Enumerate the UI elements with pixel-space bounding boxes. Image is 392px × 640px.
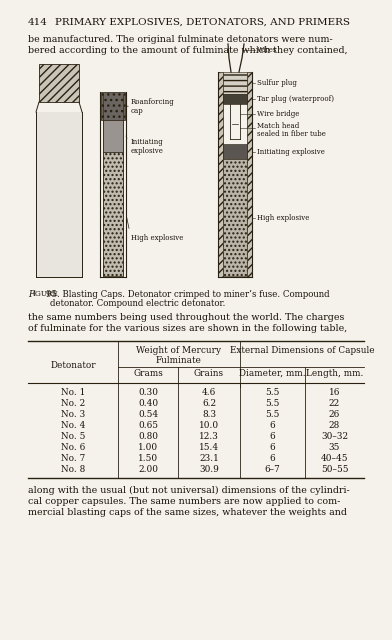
Text: High explosive: High explosive: [127, 217, 183, 242]
Bar: [36, 112, 82, 277]
Text: Match head: Match head: [257, 122, 299, 130]
Text: No. 2: No. 2: [61, 399, 85, 408]
Text: 28: 28: [329, 421, 340, 430]
Text: 50–55: 50–55: [321, 465, 348, 474]
Text: 15.4: 15.4: [199, 443, 219, 452]
Text: Diameter, mm.: Diameter, mm.: [239, 369, 306, 378]
Text: sealed in fiber tube: sealed in fiber tube: [257, 130, 326, 138]
Text: No. 6: No. 6: [61, 443, 85, 452]
Bar: [223, 72, 247, 94]
Text: 40–45: 40–45: [321, 454, 348, 463]
Text: 5.5: 5.5: [265, 399, 279, 408]
Bar: [101, 92, 125, 120]
Text: Wire bridge: Wire bridge: [257, 110, 299, 118]
Text: 26: 26: [329, 410, 340, 419]
Text: be manufactured. The original fulminate detonators were num-: be manufactured. The original fulminate …: [28, 35, 333, 44]
Text: External Dimensions of Capsule: External Dimensions of Capsule: [230, 346, 374, 355]
Text: No. 7: No. 7: [61, 454, 85, 463]
Bar: [247, 72, 252, 277]
Bar: [103, 120, 123, 152]
Text: No. 4: No. 4: [61, 421, 85, 430]
Bar: [223, 144, 247, 159]
Text: IGURE: IGURE: [33, 290, 58, 298]
Text: 12.3: 12.3: [199, 432, 219, 441]
Text: Length, mm.: Length, mm.: [306, 369, 363, 378]
Text: Weight of Mercury
Fulminate: Weight of Mercury Fulminate: [136, 346, 221, 365]
Text: the same numbers being used throughout the world. The charges: the same numbers being used throughout t…: [28, 313, 345, 322]
Text: 6.2: 6.2: [202, 399, 216, 408]
Bar: [39, 64, 79, 102]
Text: 6–7: 6–7: [265, 465, 280, 474]
Text: Grams: Grams: [133, 369, 163, 378]
Text: No. 8: No. 8: [61, 465, 85, 474]
Text: 16: 16: [329, 388, 340, 397]
Text: Roanforcing
cap: Roanforcing cap: [126, 98, 175, 115]
Text: High explosive: High explosive: [257, 214, 309, 222]
Text: No. 3: No. 3: [61, 410, 85, 419]
Text: 0.65: 0.65: [138, 421, 158, 430]
Text: No. 5: No. 5: [61, 432, 85, 441]
Text: F: F: [28, 290, 34, 299]
Text: No. 1: No. 1: [61, 388, 85, 397]
Text: 4.6: 4.6: [202, 388, 216, 397]
Text: 22: 22: [329, 399, 340, 408]
Text: Wires: Wires: [257, 46, 278, 54]
Text: detonator. Compound electric detonator.: detonator. Compound electric detonator.: [50, 299, 225, 308]
Text: 1.50: 1.50: [138, 454, 158, 463]
Text: of fulminate for the various sizes are shown in the following table,: of fulminate for the various sizes are s…: [28, 324, 347, 333]
Text: bered according to the amount of fulminate which they contained,: bered according to the amount of fulmina…: [28, 46, 348, 55]
Text: 30–32: 30–32: [321, 432, 348, 441]
Text: 0.54: 0.54: [138, 410, 158, 419]
Text: 0.40: 0.40: [138, 399, 158, 408]
Bar: [218, 72, 223, 277]
Text: 5.5: 5.5: [265, 388, 279, 397]
Text: 414: 414: [28, 18, 48, 27]
Text: 8.3: 8.3: [202, 410, 216, 419]
Text: 2.00: 2.00: [138, 465, 158, 474]
Text: 30.9: 30.9: [199, 465, 219, 474]
Text: 6: 6: [270, 443, 275, 452]
Text: Detonator: Detonator: [50, 361, 96, 370]
Text: 6: 6: [270, 421, 275, 430]
Bar: [223, 159, 247, 276]
Bar: [103, 152, 123, 276]
Text: PRIMARY EXPLOSIVES, DETONATORS, AND PRIMERS: PRIMARY EXPLOSIVES, DETONATORS, AND PRIM…: [55, 18, 350, 27]
Text: Initiating
explosive: Initiating explosive: [126, 136, 164, 155]
Text: 35: 35: [329, 443, 340, 452]
Text: 23.1: 23.1: [199, 454, 219, 463]
Text: along with the usual (but not universal) dimensions of the cylindri-: along with the usual (but not universal)…: [28, 486, 350, 495]
Text: 0.80: 0.80: [138, 432, 158, 441]
Text: Tar plug (waterproof): Tar plug (waterproof): [257, 95, 334, 103]
Text: cal copper capsules. The same numbers are now applied to com-: cal copper capsules. The same numbers ar…: [28, 497, 340, 506]
Text: 1.00: 1.00: [138, 443, 158, 452]
Text: 10.0: 10.0: [199, 421, 219, 430]
Text: 6: 6: [270, 454, 275, 463]
Text: 0.30: 0.30: [138, 388, 158, 397]
Text: Sulfur plug: Sulfur plug: [257, 79, 297, 87]
Text: 95. Blasting Caps. Detonator crimped to miner’s fuse. Compound: 95. Blasting Caps. Detonator crimped to …: [46, 290, 330, 299]
Text: Grains: Grains: [194, 369, 224, 378]
Text: 5.5: 5.5: [265, 410, 279, 419]
Text: 6: 6: [270, 432, 275, 441]
Text: Initiating explosive: Initiating explosive: [257, 147, 325, 156]
Bar: [223, 94, 247, 104]
Text: mercial blasting caps of the same sizes, whatever the weights and: mercial blasting caps of the same sizes,…: [28, 508, 347, 517]
